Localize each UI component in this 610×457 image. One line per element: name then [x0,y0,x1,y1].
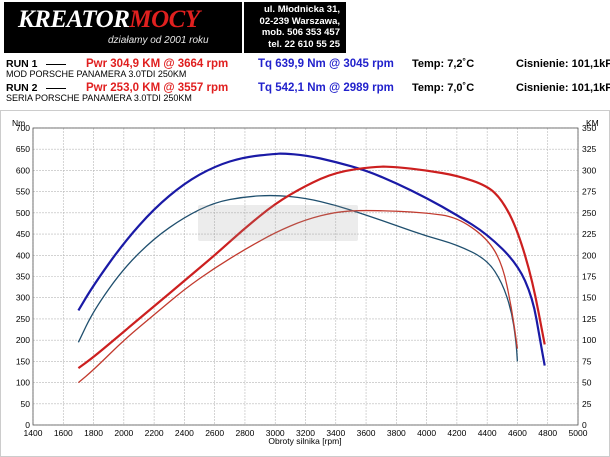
run-2-line-sample [46,88,66,89]
run-2-desc: SERIA PORSCHE PANAMERA 3.0TDI 250KM [6,93,192,103]
run-1-power: Pwr 304,9 KM @ 3664 rpm [86,58,229,70]
x-tick-label: 4400 [478,428,497,438]
x-tick-label: 4000 [417,428,436,438]
run-1-line-sample [46,64,66,65]
y-right-tick-label: 50 [582,378,592,388]
address-line: tel. 22 610 55 25 [268,38,340,50]
y-axis-left-label: Nm [12,118,25,128]
address-line: ul. Młodnicka 31, [263,4,340,15]
y-right-tick-label: 125 [582,314,596,324]
y-right-tick-label: 100 [582,335,596,345]
y-left-tick-label: 0 [25,420,30,430]
x-axis-label: Obroty silnika [rpm] [268,436,341,446]
y-right-tick-label: 75 [582,356,592,366]
y-left-tick-label: 300 [16,293,30,303]
x-tick-label: 2600 [205,428,224,438]
y-left-tick-label: 450 [16,229,30,239]
y-left-tick-label: 600 [16,165,30,175]
logo-prefix: KREATOR [18,6,130,33]
y-left-tick-label: 350 [16,272,30,282]
chart-border [0,110,610,457]
y-axis-right-label: KM [586,118,599,128]
x-tick-label: 1800 [84,428,103,438]
y-left-tick-label: 400 [16,250,30,260]
y-left-tick-label: 50 [21,399,31,409]
address-box: ul. Młodnicka 31, 02-239 Warszawa, mob. … [244,2,346,53]
y-right-tick-label: 175 [582,272,596,282]
y-right-tick-label: 350 [582,123,596,133]
y-right-tick-label: 300 [582,165,596,175]
header: KREATORMOCY działamy od 2001 roku ul. Mł… [0,0,610,56]
x-tick-label: 1400 [24,428,43,438]
run-1-desc: MOD PORSCHE PANAMERA 3.0TDI 250KM [6,69,187,79]
plot-area-frame [32,127,579,426]
chart-grid [32,127,579,426]
x-tick-label: 3800 [387,428,406,438]
y-right-tick-label: 225 [582,229,596,239]
watermark-logo [198,205,358,241]
y-right-tick-label: 275 [582,187,596,197]
run-1-torque: Tq 639,9 Nm @ 3045 rpm [258,58,394,70]
y-left-tick-label: 200 [16,335,30,345]
series-line-run2-power [77,209,519,384]
x-tick-label: 3000 [266,428,285,438]
x-tick-label: 4200 [447,428,466,438]
x-tick-label: 2200 [145,428,164,438]
x-tick-label: 2400 [175,428,194,438]
kreator-mocy-logo: KREATORMOCY działamy od 2001 roku [4,2,242,53]
series-line-run1-torque [77,152,546,366]
run-2-temp: Temp: 7,0˚C [412,82,475,94]
run-1-temp: Temp: 7,2˚C [412,58,475,70]
logo-text: KREATORMOCY [18,6,200,34]
series-line-run2-torque [77,194,519,362]
x-tick-label: 5000 [569,428,588,438]
run-1-pressure: Cisnienie: 101,1kPa [516,58,610,70]
dyno-chart: 1400 1600 1800 2000 2200 2400 2600 2800 3000 3200… [0,110,610,457]
y-left-tick-label: 650 [16,144,30,154]
y-left-tick-label: 700 [16,123,30,133]
logo-tagline: działamy od 2001 roku [108,35,209,46]
y-left-tick-label: 500 [16,208,30,218]
y-right-tick-label: 200 [582,250,596,260]
x-tick-label: 4600 [508,428,527,438]
run-2-power: Pwr 253,0 KM @ 3557 rpm [86,82,229,94]
logo-accent: MOCY [129,6,200,33]
run-summary: RUN 1 Pwr 304,9 KM @ 3664 rpm Tq 639,9 N… [0,57,610,107]
x-tick-label: 2800 [235,428,254,438]
x-tick-label: 2000 [114,428,133,438]
series-line-run1-power [77,165,546,369]
y-right-tick-label: 25 [582,399,592,409]
run-2-pressure: Cisnienie: 101,1kPa [516,82,610,94]
x-tick-label: 3200 [296,428,315,438]
x-tick-label: 4800 [538,428,557,438]
y-right-tick-label: 150 [582,293,596,303]
y-left-tick-label: 250 [16,314,30,324]
y-left-tick-label: 150 [16,356,30,366]
x-tick-label: 1600 [54,428,73,438]
y-left-tick-label: 550 [16,187,30,197]
address-line: 02-239 Warszawa, [259,15,340,27]
chart-series [77,152,546,384]
run-2-label: RUN 2 [6,82,38,94]
address-line: mob. 506 353 457 [261,27,340,38]
y-left-tick-label: 100 [16,378,30,388]
x-tick-label: 3600 [357,428,376,438]
run-2-torque: Tq 542,1 Nm @ 2989 rpm [258,82,394,94]
x-tick-label: 3400 [326,428,345,438]
y-right-tick-label: 250 [582,208,596,218]
run-1-label: RUN 1 [6,58,38,70]
chart-axes: 1400 1600 1800 2000 2200 2400 2600 2800 3000 3200… [16,123,597,438]
y-right-tick-label: 0 [582,420,587,430]
y-right-tick-label: 325 [582,144,596,154]
